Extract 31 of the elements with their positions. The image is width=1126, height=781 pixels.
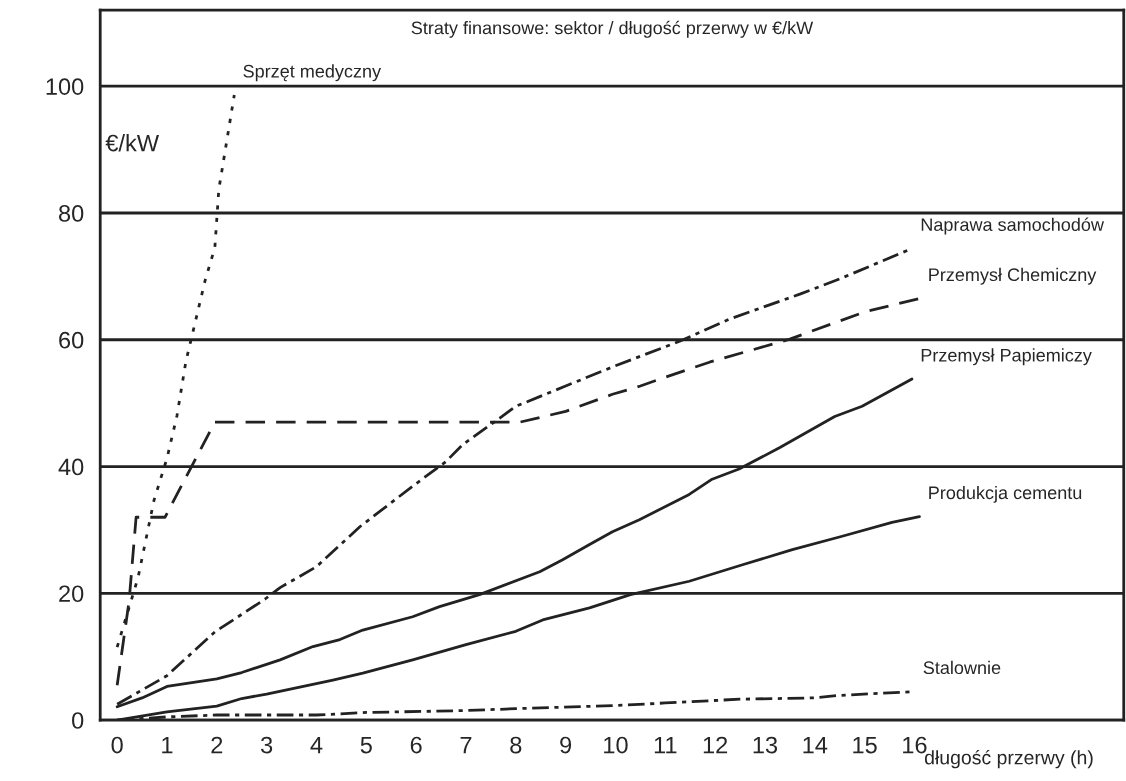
y-tick-label: 40 bbox=[58, 458, 84, 476]
x-tick-label: 9 bbox=[560, 736, 572, 754]
x-tick-label: 8 bbox=[510, 736, 522, 754]
y-tick-label: 100 bbox=[46, 78, 84, 95]
series-label: Przemysł Papiemiczy bbox=[921, 348, 1092, 366]
x-tick-label: 11 bbox=[654, 736, 677, 754]
x-tick-label: 2 bbox=[211, 736, 223, 754]
y-tick-label: 80 bbox=[59, 205, 84, 222]
x-tick-label: 12 bbox=[703, 736, 728, 754]
series-label: Przemysł Chemiczny bbox=[929, 267, 1097, 285]
x-tick-label: 4 bbox=[310, 736, 323, 754]
series-label: Produkcja cementu bbox=[929, 485, 1082, 503]
x-tick-label: 7 bbox=[460, 736, 472, 754]
series-label: Naprawa samochodów bbox=[921, 217, 1104, 235]
y-tick-label: 20 bbox=[59, 585, 84, 603]
y-axis-title: €/kW bbox=[105, 134, 160, 152]
y-tick-label: 60 bbox=[59, 331, 84, 349]
y-tick-label: 0 bbox=[72, 712, 84, 729]
x-tick-label: 10 bbox=[604, 736, 628, 754]
text: Straty finansowe: sektor / długość przerwy w €/kW bbox=[411, 20, 814, 38]
x-tick-label: 5 bbox=[360, 736, 372, 754]
x-tick-label: 13 bbox=[753, 736, 778, 754]
series-label: Sprzęt medyczny bbox=[243, 64, 382, 82]
series-label: Stalownie bbox=[923, 660, 1001, 675]
x-tick-label: 14 bbox=[803, 736, 828, 754]
x-tick-label: 1 bbox=[162, 736, 173, 754]
x-tick-label: 0 bbox=[111, 736, 123, 754]
x-tick-label: 15 bbox=[853, 736, 877, 754]
x-tick-label: 3 bbox=[260, 736, 273, 754]
x-tick-label: 16 bbox=[903, 736, 927, 754]
x-tick-label: 6 bbox=[410, 736, 422, 754]
